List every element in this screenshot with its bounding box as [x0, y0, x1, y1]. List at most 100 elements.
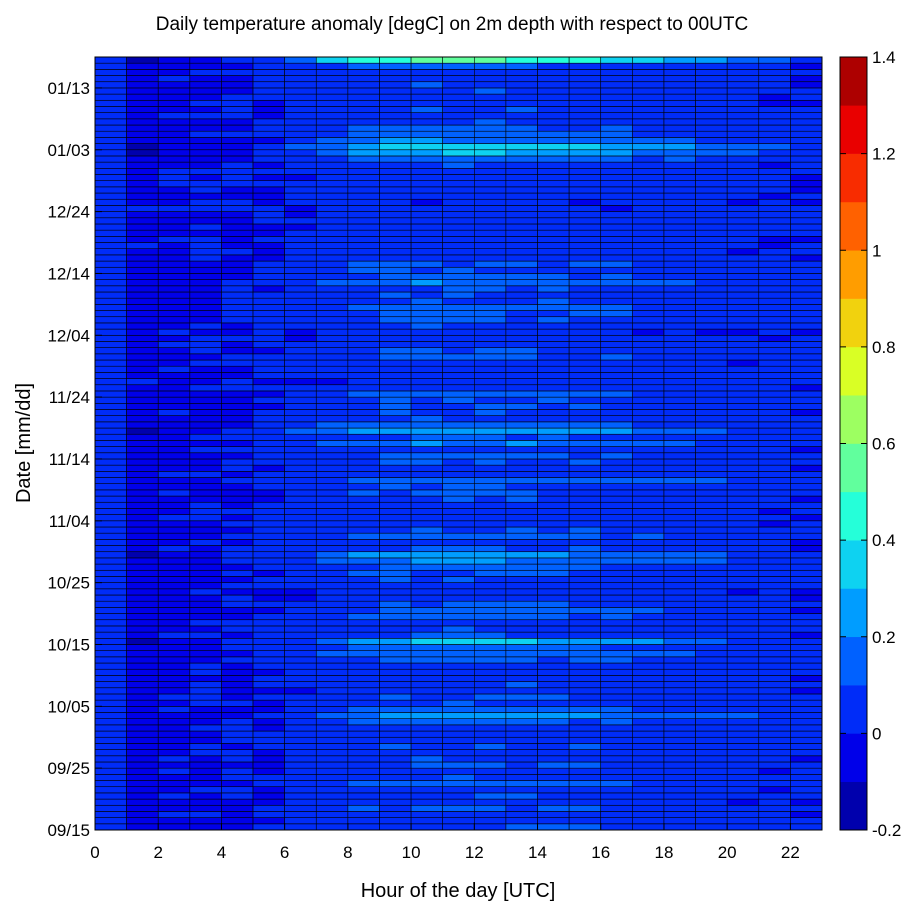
heatmap-cell [94, 774, 127, 781]
heatmap-cell [442, 87, 475, 95]
heatmap-cell [695, 69, 728, 76]
heatmap-cell [505, 168, 538, 175]
heatmap-cell [695, 730, 728, 738]
heatmap-cell [695, 310, 728, 318]
heatmap-cell [790, 149, 823, 157]
heatmap-cell [221, 495, 254, 503]
heatmap-cell [252, 236, 285, 243]
heatmap-cell [252, 780, 285, 788]
heatmap-cell [315, 730, 349, 738]
heatmap-cell [252, 242, 285, 250]
heatmap-cell [505, 508, 538, 515]
colorbar-segment [840, 540, 867, 589]
heatmap-cell [315, 811, 349, 818]
heatmap-cell [600, 761, 633, 769]
heatmap-cell [663, 198, 696, 206]
heatmap-cell [252, 452, 285, 460]
heatmap-cell [758, 798, 791, 806]
heatmap-cell [568, 724, 602, 732]
heatmap-cell [726, 724, 760, 732]
heatmap-cell [758, 390, 791, 398]
heatmap-cell [537, 81, 570, 89]
heatmap-cell [157, 687, 191, 695]
heatmap-cell [157, 124, 191, 132]
heatmap-cell [347, 99, 380, 107]
heatmap-cell [347, 236, 380, 243]
heatmap-cell [94, 551, 127, 559]
heatmap-cell [315, 211, 349, 219]
heatmap-cell [663, 112, 696, 120]
heatmap-cell [600, 378, 633, 386]
colorbar-segment [840, 395, 867, 444]
heatmap-cell [695, 804, 728, 812]
heatmap-cell [505, 656, 538, 664]
heatmap-cell [600, 817, 633, 825]
heatmap-cell [632, 137, 665, 144]
heatmap-cell [442, 396, 475, 404]
heatmap-cell [157, 433, 191, 441]
heatmap-cell [347, 378, 380, 386]
heatmap-cell [379, 458, 412, 466]
heatmap-cell [442, 477, 475, 484]
heatmap-cell [347, 260, 380, 268]
heatmap-cell [695, 427, 728, 435]
heatmap-cell [568, 464, 602, 472]
heatmap-cell [632, 675, 665, 682]
heatmap-cell [632, 365, 665, 373]
heatmap-cell [221, 372, 254, 379]
chart-title: Daily temperature anomaly [degC] on 2m d… [156, 14, 748, 35]
heatmap-cell [632, 446, 665, 454]
heatmap-cell [726, 341, 760, 348]
heatmap-cell [126, 365, 159, 373]
heatmap-cell [347, 384, 380, 392]
heatmap-cell [126, 372, 159, 379]
heatmap-cell [632, 557, 665, 565]
heatmap-cell [221, 69, 254, 76]
heatmap-cell [568, 440, 602, 447]
heatmap-cell [505, 563, 538, 571]
heatmap-cell [284, 798, 317, 806]
heatmap-cell [221, 384, 254, 392]
heatmap-cell [632, 761, 665, 769]
heatmap-cell [600, 755, 633, 763]
heatmap-cell [505, 440, 538, 447]
heatmap-cell [473, 409, 507, 416]
heatmap-cell [284, 724, 317, 732]
heatmap-cell [347, 804, 380, 812]
heatmap-cell [252, 260, 285, 268]
heatmap-cell [568, 508, 602, 515]
heatmap-cell [568, 248, 602, 256]
heatmap-cell [126, 477, 159, 484]
heatmap-cell [284, 730, 317, 738]
heatmap-cell [315, 724, 349, 732]
heatmap-cell [442, 291, 475, 299]
heatmap-cell [695, 600, 728, 608]
heatmap-cell [94, 817, 127, 825]
heatmap-cell [473, 106, 507, 113]
heatmap-cell [473, 792, 507, 800]
heatmap-cell [537, 817, 570, 825]
heatmap-cell [157, 285, 191, 293]
heatmap-cell [284, 619, 317, 627]
heatmap-cell [221, 588, 254, 596]
heatmap-cell [347, 613, 380, 621]
heatmap-cell [252, 650, 285, 658]
heatmap-cell [221, 712, 254, 719]
heatmap-cell [568, 532, 602, 540]
heatmap-cell [537, 483, 570, 491]
heatmap-cell [663, 304, 696, 311]
heatmap-cell [410, 378, 443, 386]
heatmap-cell [790, 378, 823, 386]
heatmap-cell [568, 539, 602, 546]
heatmap-cell [221, 706, 254, 713]
heatmap-cell [126, 328, 159, 336]
heatmap-cell [189, 569, 222, 577]
heatmap-cell [568, 279, 602, 287]
heatmap-cell [252, 798, 285, 806]
heatmap-cell [315, 483, 349, 491]
heatmap-cell [790, 254, 823, 262]
heatmap-cell [252, 706, 285, 713]
heatmap-cell [189, 693, 222, 701]
heatmap-cell [537, 229, 570, 237]
heatmap-cell [221, 402, 254, 410]
